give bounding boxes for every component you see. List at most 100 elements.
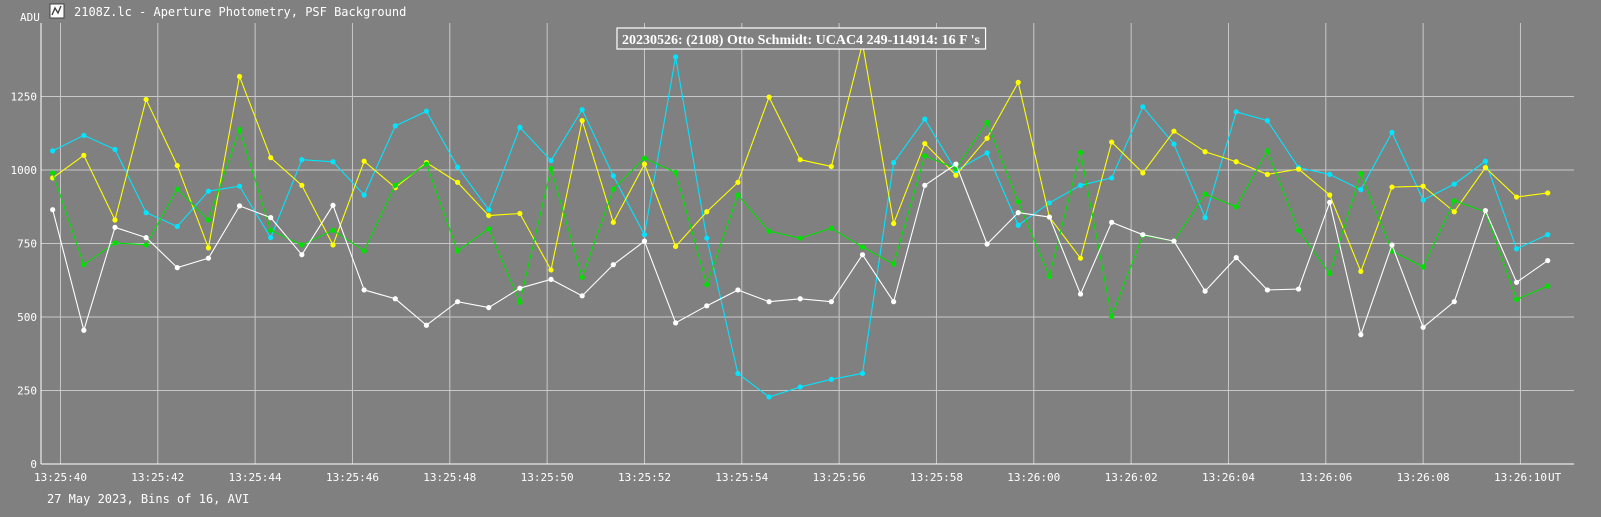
data-point-green [1202,191,1208,197]
data-point-white [1015,210,1021,216]
data-point-white [268,215,274,221]
x-tick-label: 13:26:00 [1007,471,1060,484]
data-point-yellow [205,245,212,251]
x-axis-label: UT [1548,471,1562,484]
data-point-white [1358,332,1364,338]
data-point-white [1327,199,1333,205]
data-point-cyan [1202,215,1208,221]
data-point-yellow [1545,190,1551,196]
y-tick-label: 0 [30,458,37,471]
data-point-cyan [1358,187,1364,193]
data-point-green [859,244,866,250]
data-point-cyan [143,210,149,216]
data-point-white [1513,279,1520,285]
data-point-white [174,265,180,271]
data-point-green [579,274,585,280]
data-point-cyan [454,164,461,170]
data-point-green [797,235,803,241]
data-point-green [236,126,243,133]
y-axis-label: ADU [20,11,40,24]
data-point-cyan [112,146,118,153]
data-point-white [236,203,243,209]
data-point-white [641,238,648,244]
x-tick-label: 13:26:04 [1202,471,1255,484]
data-point-cyan [174,223,180,230]
data-point-yellow [486,212,492,219]
data-point-yellow [891,220,897,227]
data-point-white [1451,299,1457,305]
data-point-cyan [1015,222,1021,228]
data-point-green [891,261,897,267]
x-tick-label: 13:25:42 [131,471,184,484]
data-point-white [1171,238,1177,244]
x-tick-label: 13:25:54 [715,471,768,484]
x-tick-label: 13:25:48 [423,471,476,484]
data-point-yellow [1109,139,1115,145]
footer-info: 27 May 2023, Bins of 16, AVI [47,492,249,506]
data-point-yellow [268,155,274,161]
data-point-yellow [1202,149,1208,155]
data-point-yellow [1327,192,1333,198]
data-point-white [423,322,430,328]
data-point-yellow [610,219,616,225]
data-point-cyan [50,148,56,154]
x-tick-label: 13:25:44 [229,471,282,484]
data-point-yellow [1264,171,1270,178]
data-point-cyan [766,394,772,400]
data-point-white [1264,287,1270,293]
data-point-green [299,242,305,248]
data-point-white [859,252,866,258]
data-point-green [1109,313,1115,320]
data-point-white [548,276,554,282]
data-point-yellow [1171,128,1177,134]
data-point-yellow [81,152,87,158]
data-point-cyan [330,159,336,165]
data-point-cyan [859,370,866,377]
data-point-yellow [1295,166,1302,172]
data-point-cyan [205,188,212,194]
data-point-yellow [579,118,585,124]
data-point-green [81,262,87,268]
y-tick-label: 1000 [11,164,38,177]
data-point-green [423,161,430,167]
data-point-yellow [112,217,118,223]
data-point-cyan [486,207,492,213]
data-point-yellow [548,267,554,273]
data-point-white [797,296,803,302]
data-point-yellow [797,157,803,163]
data-point-green [1077,149,1084,155]
data-point-cyan [673,54,679,60]
chart-title: 20230526: (2108) Otto Schmidt: UCAC4 249… [622,33,981,48]
data-point-white [143,235,149,241]
data-point-green [1420,264,1426,270]
data-point-green [1046,273,1052,280]
light-curve-app-icon [49,3,65,19]
chart-title-box: 20230526: (2108) Otto Schmidt: UCAC4 249… [616,27,987,50]
data-point-white [1109,219,1115,225]
data-point-yellow [984,135,990,141]
window-title: 2108Z.lc - Aperture Photometry, PSF Back… [74,5,406,19]
y-tick-label: 500 [17,311,37,324]
x-tick-label: 13:25:58 [910,471,963,484]
x-tick-label: 13:26:10 [1494,471,1547,484]
data-point-cyan [1513,246,1520,252]
x-tick-label: 13:25:40 [34,471,87,484]
data-point-green [268,227,274,233]
data-point-green [361,248,367,254]
data-point-white [517,285,523,291]
data-point-cyan [517,124,523,130]
data-point-cyan [984,150,990,156]
data-point-cyan [704,235,710,241]
data-point-green [1358,170,1364,177]
data-point-yellow [922,140,928,147]
data-point-cyan [1233,109,1239,115]
data-point-cyan [1545,232,1551,238]
data-point-green [517,299,523,305]
data-point-cyan [1389,129,1395,135]
data-point-cyan [1046,200,1052,206]
data-point-white [1233,255,1239,261]
data-point-yellow [673,243,679,250]
data-point-white [392,296,398,302]
data-point-white [1077,291,1084,297]
data-point-white [330,202,336,208]
